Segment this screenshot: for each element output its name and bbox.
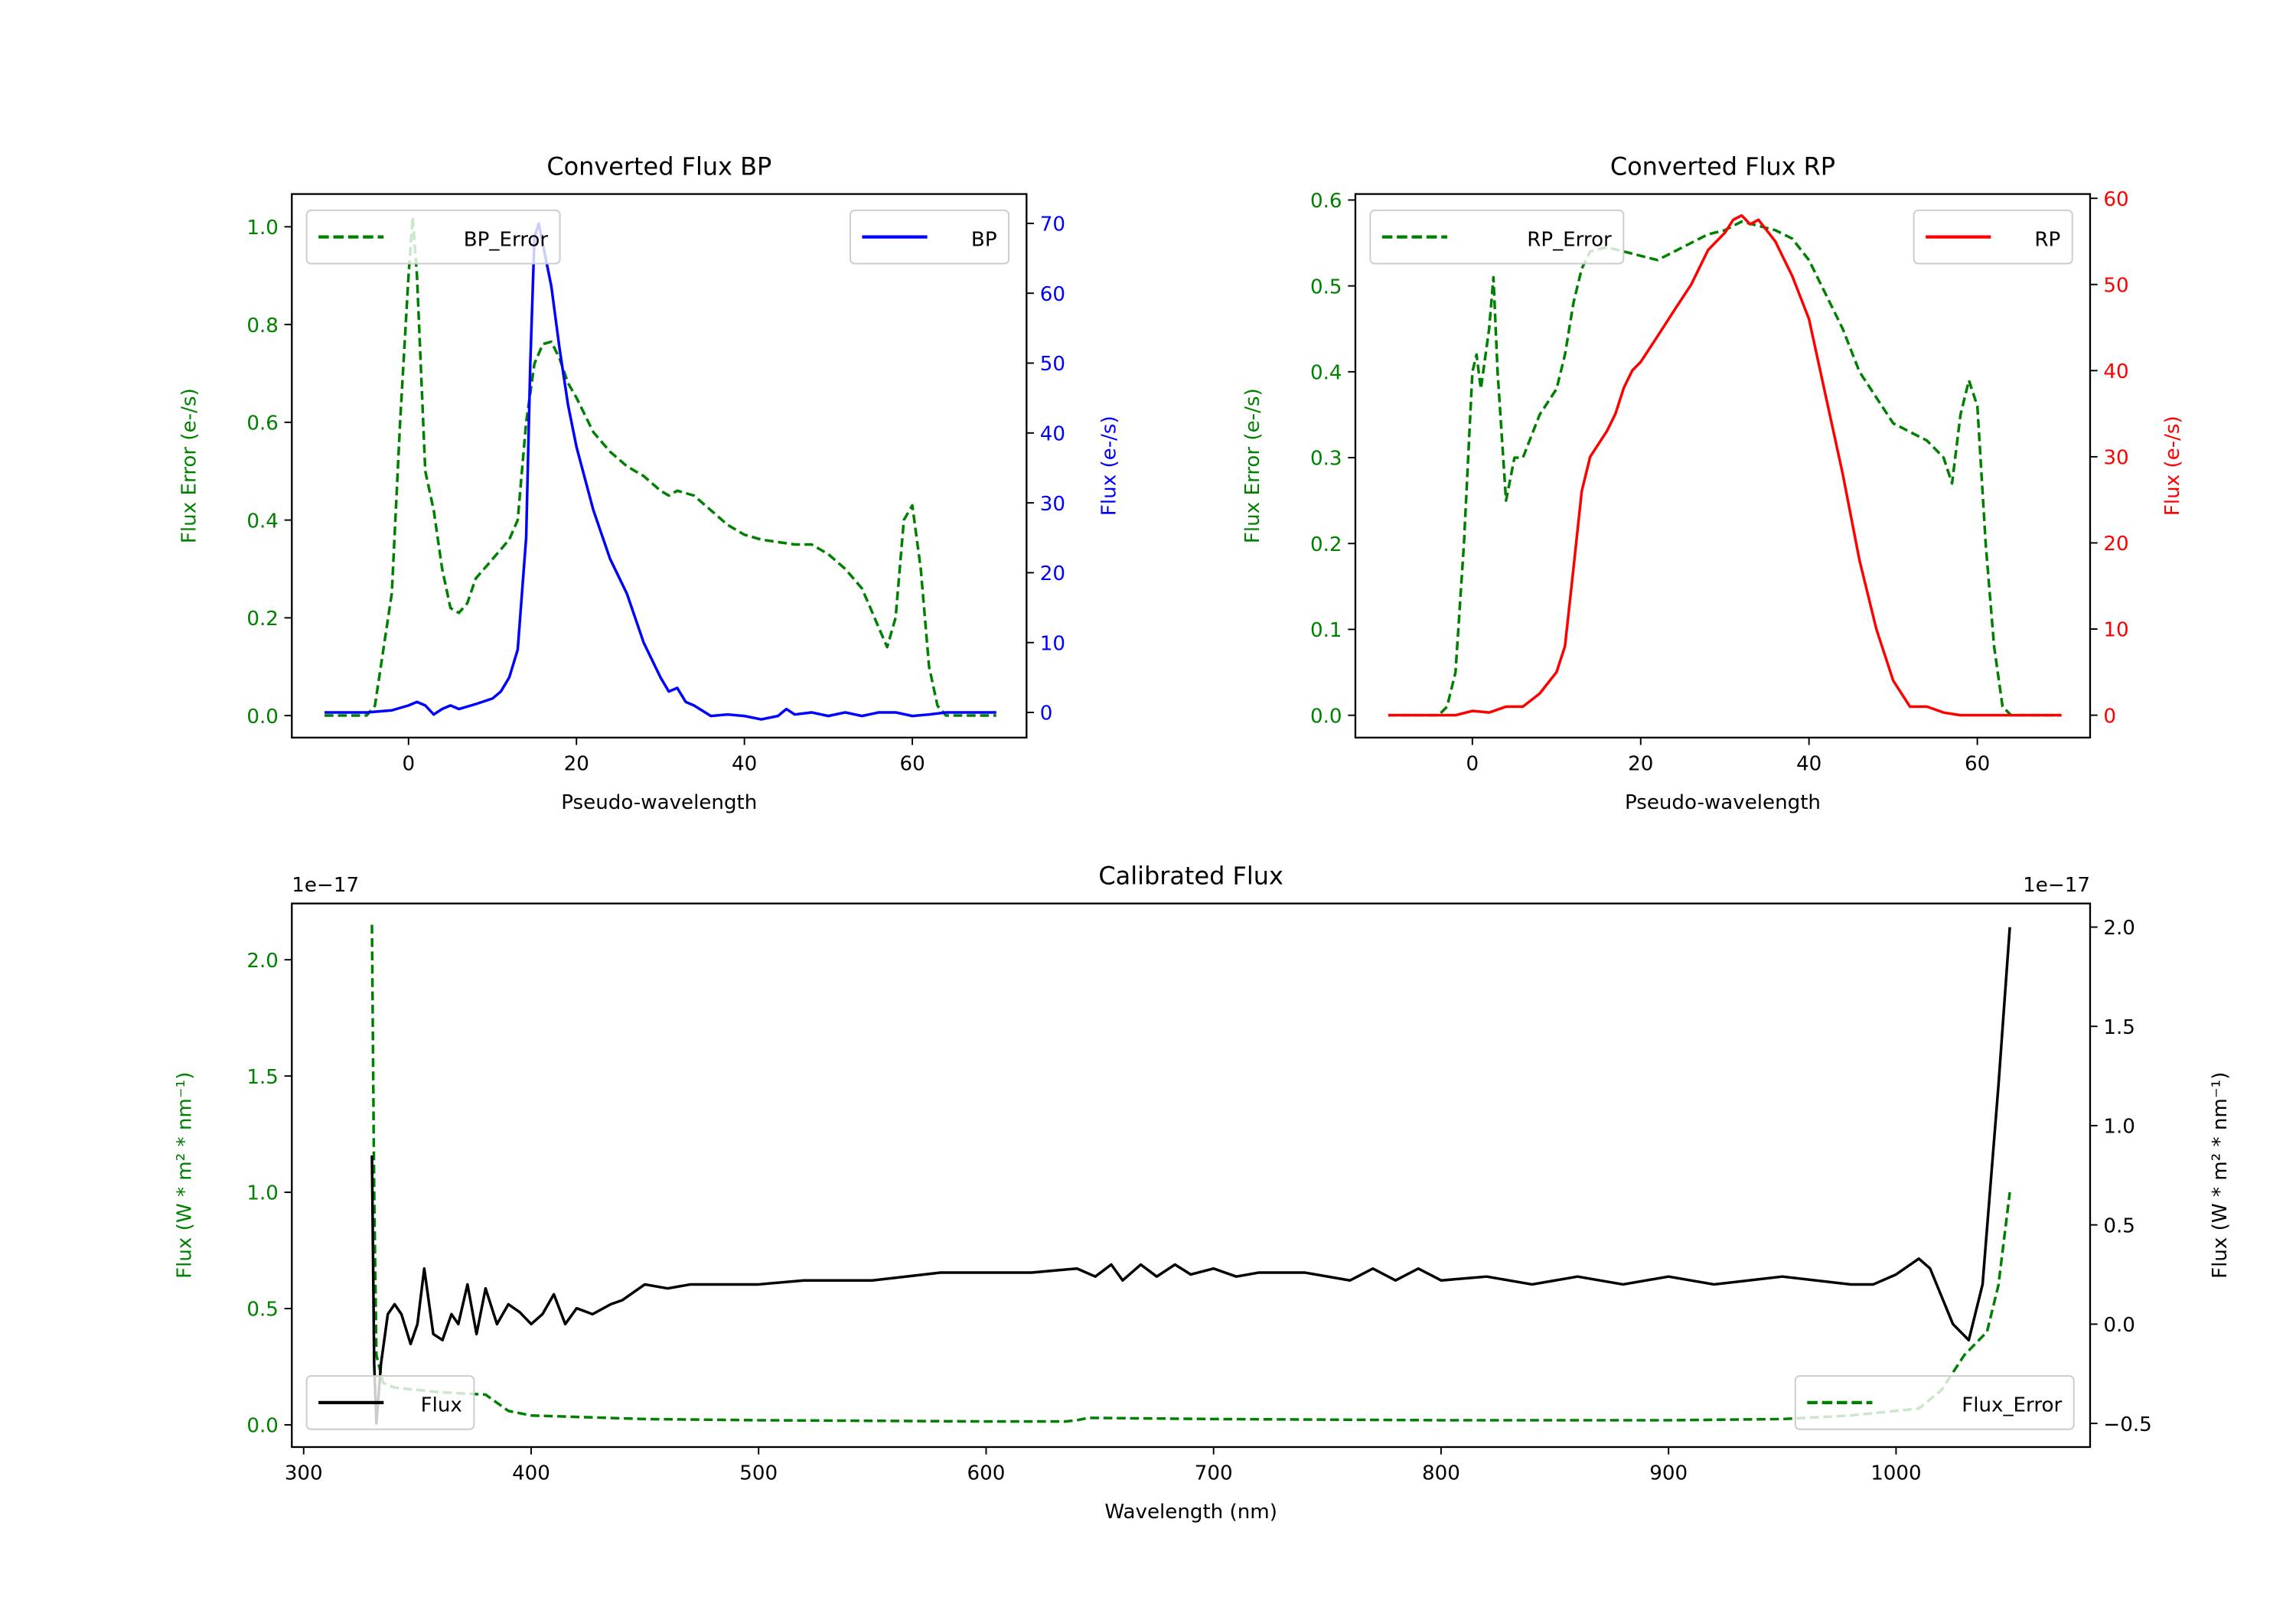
x-tick-label: 700 bbox=[1195, 1462, 1233, 1485]
y-left-tick-label: 0.5 bbox=[1310, 275, 1342, 298]
y-right-tick-label: 20 bbox=[1040, 562, 1065, 585]
y-left-tick-label: 0.6 bbox=[1310, 190, 1342, 213]
x-tick-label: 60 bbox=[1965, 752, 1990, 775]
x-tick-label: 60 bbox=[899, 752, 925, 775]
y-left-tick-label: 1.0 bbox=[246, 217, 279, 240]
y-left-tick-label: 0.4 bbox=[246, 510, 279, 533]
legend-right: RP bbox=[1913, 209, 2073, 265]
x-axis-label: Pseudo-wavelength bbox=[561, 791, 757, 814]
y-left-tick-label: 1.0 bbox=[246, 1182, 279, 1205]
y-left-tick-label: 0.2 bbox=[1310, 533, 1342, 556]
y-right-tick-label: 30 bbox=[1040, 493, 1065, 516]
y-right-tick-label: 40 bbox=[2103, 360, 2128, 383]
y-right-tick-label: 0 bbox=[1040, 702, 1053, 725]
y-left-tick-label: 0.1 bbox=[1310, 619, 1342, 642]
y-left-tick-label: 0.2 bbox=[246, 608, 279, 631]
y-left-tick-label: 0.3 bbox=[1310, 448, 1342, 471]
legend-label: Flux_Error bbox=[1962, 1394, 2062, 1417]
y-right-tick-label: 60 bbox=[2103, 188, 2128, 211]
y-left-axis-label: Flux Error (e-/s) bbox=[1241, 388, 1264, 543]
y-left-tick-label: 2.0 bbox=[246, 950, 279, 973]
y-left-tick-label: 0.0 bbox=[246, 1415, 279, 1438]
y-right-tick-label: 0 bbox=[2103, 705, 2116, 728]
x-axis-label: Pseudo-wavelength bbox=[1625, 791, 1821, 814]
x-tick-label: 800 bbox=[1422, 1462, 1460, 1485]
y-right-tick-label: 70 bbox=[1040, 214, 1065, 236]
y-left-tick-label: 0.5 bbox=[246, 1299, 279, 1322]
legend-left: RP_Error bbox=[1369, 209, 1625, 265]
y-right-tick-label: 30 bbox=[2103, 447, 2128, 470]
axes-frame bbox=[291, 902, 2092, 1449]
y-left-tick-label: 0.0 bbox=[1310, 705, 1342, 728]
x-tick-label: 20 bbox=[564, 752, 589, 775]
legend-frame bbox=[1369, 209, 1625, 265]
chart-title: Calibrated Flux bbox=[1098, 861, 1283, 890]
series-line-rp bbox=[1388, 214, 2062, 717]
y-left-tick-label: 0.4 bbox=[1310, 362, 1342, 385]
x-tick-label: 20 bbox=[1628, 752, 1653, 775]
x-tick-label: 0 bbox=[1466, 752, 1479, 775]
chart-title: Converted Flux RP bbox=[1610, 152, 1835, 181]
series-line-bp bbox=[325, 222, 996, 721]
y-left-tick-label: 0.6 bbox=[246, 412, 279, 435]
y-right-tick-label: 10 bbox=[1040, 632, 1065, 655]
series-line-bp-error bbox=[325, 215, 996, 717]
y-right-tick-label: 40 bbox=[1040, 422, 1065, 445]
legend-label: BP bbox=[971, 228, 997, 251]
y-right-axis-label: Flux (W * m² * nm⁻¹) bbox=[2209, 1072, 2232, 1279]
y-right-tick-label: 2.0 bbox=[2103, 917, 2135, 940]
x-tick-label: 600 bbox=[967, 1462, 1006, 1485]
y-right-tick-label: 50 bbox=[2103, 274, 2128, 297]
x-axis-label: Wavelength (nm) bbox=[1104, 1501, 1277, 1524]
y-left-tick-label: 1.5 bbox=[246, 1066, 279, 1089]
legend-left: BP_Error bbox=[305, 209, 561, 265]
y-right-tick-label: 0.5 bbox=[2103, 1214, 2135, 1237]
x-tick-label: 300 bbox=[285, 1462, 323, 1485]
legend-frame bbox=[1794, 1375, 2075, 1430]
x-tick-label: 400 bbox=[512, 1462, 550, 1485]
legend-right: Flux_Error bbox=[1794, 1375, 2075, 1430]
chart-1: 0 20 40 60 0.0 0.2 0.4 0.6 0.8 1.0 0 10 20 30 40 50 60 70… bbox=[178, 152, 1120, 813]
legend-label: Flux bbox=[421, 1394, 462, 1417]
y-right-tick-label: −0.5 bbox=[2103, 1413, 2151, 1436]
legend-label: RP bbox=[2034, 228, 2060, 251]
series-line-flux bbox=[370, 927, 2011, 1425]
x-tick-label: 500 bbox=[739, 1462, 778, 1485]
legend-label: BP_Error bbox=[464, 228, 549, 251]
axes-frame bbox=[1354, 193, 2092, 739]
chart-2: 0 20 40 60 0.0 0.1 0.2 0.3 0.4 0.5 0.6 0 10 20 30 40 50 6… bbox=[1241, 152, 2184, 813]
legend-label: RP_Error bbox=[1527, 228, 1612, 251]
legend-left: Flux bbox=[305, 1375, 475, 1430]
y-right-tick-label: 60 bbox=[1040, 283, 1065, 306]
y-left-tick-label: 0.0 bbox=[246, 706, 279, 729]
legend-frame bbox=[1913, 209, 2073, 265]
legend-frame bbox=[850, 209, 1010, 265]
chart-title: Converted Flux BP bbox=[546, 152, 771, 181]
y-left-axis-label: Flux Error (e-/s) bbox=[178, 388, 201, 543]
y-right-tick-label: 1.5 bbox=[2103, 1016, 2135, 1039]
x-tick-label: 40 bbox=[732, 752, 757, 775]
axes-frame bbox=[291, 193, 1028, 739]
y-right-tick-label: 1.0 bbox=[2103, 1116, 2135, 1139]
y-right-tick-label: 50 bbox=[1040, 353, 1065, 376]
legend-frame bbox=[305, 209, 561, 265]
y-right-tick-label: 20 bbox=[2103, 533, 2128, 556]
x-tick-label: 40 bbox=[1796, 752, 1821, 775]
y-left-offset-text: 1e−17 bbox=[292, 874, 359, 897]
y-right-tick-label: 0.0 bbox=[2103, 1314, 2135, 1337]
chart-3: 300 400 500 600 700 800 900 1000 0.0 0.5 1.0 1.5 2.0… bbox=[174, 861, 2232, 1523]
legend-frame bbox=[305, 1375, 475, 1430]
y-right-axis-label: Flux (e-/s) bbox=[1097, 416, 1120, 516]
legend-right: BP bbox=[850, 209, 1010, 265]
x-tick-label: 900 bbox=[1649, 1462, 1688, 1485]
y-right-offset-text: 1e−17 bbox=[2023, 874, 2090, 897]
series-line-rp-error bbox=[1388, 220, 2062, 717]
y-left-tick-label: 0.8 bbox=[246, 315, 279, 337]
y-right-tick-label: 10 bbox=[2103, 619, 2128, 642]
x-tick-label: 0 bbox=[402, 752, 415, 775]
y-right-axis-label: Flux (e-/s) bbox=[2161, 416, 2184, 516]
x-tick-label: 1000 bbox=[1870, 1462, 1921, 1485]
y-left-axis-label: Flux (W * m² * nm⁻¹) bbox=[174, 1072, 197, 1279]
